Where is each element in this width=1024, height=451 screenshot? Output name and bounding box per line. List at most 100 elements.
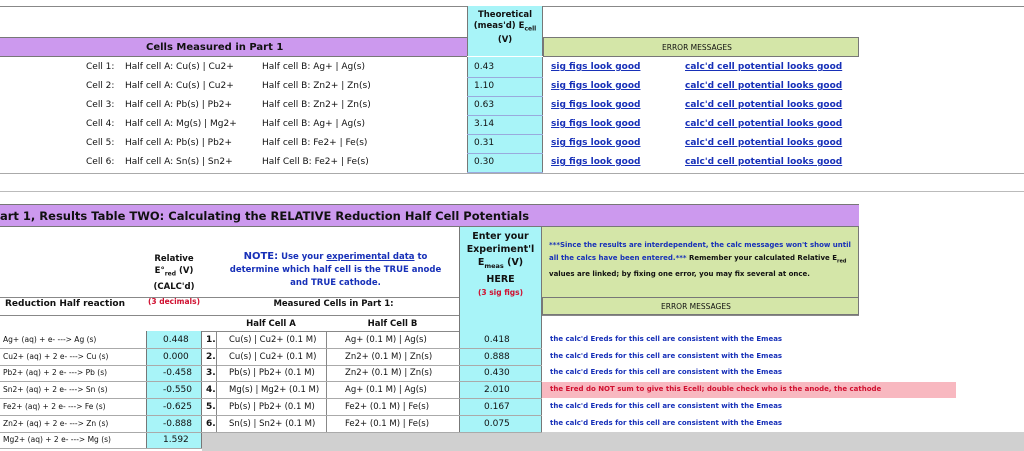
part1-title-bar: Cells Measured in Part 1 <box>0 37 467 57</box>
emeas-value: 0.075 <box>484 419 510 429</box>
cell-number: 6. <box>206 419 216 429</box>
cell-number: 4. <box>206 385 216 395</box>
part2-title: art 1, Results Table TWO: Calculating th… <box>0 209 530 223</box>
part1-error-header: ERROR MESSAGES <box>543 37 859 57</box>
part1-row: Cell 4: Half cell A: Mg(s) | Mg2+ Half cel… <box>0 116 1024 135</box>
cell-potential-message: calc'd cell potential looks good <box>685 157 843 167</box>
cell-half-b: Fe2+ (0.1 M) | Fe(s) <box>345 402 430 412</box>
cell-consistency-message: the calc'd Ereds for this cell are consi… <box>550 352 783 360</box>
relative-e-header: Relative E°red (V) (CALC'd) <box>153 254 195 292</box>
part2-row: Cu2+ (aq) + 2 e- ---> Cu (s) 0.000 2. Cu(s)… <box>0 349 1024 365</box>
theoretical-value: 0.30 <box>474 157 495 167</box>
cell-number: 3. <box>206 368 216 378</box>
relative-e-value: -0.625 <box>163 402 193 412</box>
reduction-header: Reduction Half reaction <box>5 299 125 309</box>
cell-half-b: Zn2+ (0.1 M) | Zn(s) <box>345 352 433 362</box>
theoretical-value: 1.10 <box>474 81 495 91</box>
relative-e-value: -0.888 <box>163 419 193 429</box>
reduction-reaction: Sn2+ (aq) + 2 e- ---> Sn (s) <box>3 385 108 394</box>
sig-figs-message: sig figs look good <box>551 138 641 148</box>
part1-title: Cells Measured in Part 1 <box>146 42 284 53</box>
half-cell-b: Half cell B: Zn2+ | Zn(s) <box>262 100 371 110</box>
sig-figs-message: sig figs look good <box>551 119 641 129</box>
part2-error-header: ERROR MESSAGES <box>542 297 859 315</box>
part1-row: Cell 3: Half cell A: Pb(s) | Pb2+ Half cel… <box>0 97 1024 116</box>
cell-label: Cell 3: <box>86 100 115 110</box>
theoretical-value: 0.63 <box>474 100 495 110</box>
cell-consistency-message: the calc'd Ereds for this cell are consi… <box>550 335 783 343</box>
relative-e-value: 0.000 <box>163 352 189 362</box>
grey-strip <box>202 432 1024 451</box>
theoretical-value: 0.31 <box>474 138 495 148</box>
half-cell-b: Half cell B: Ag+ | Ag(s) <box>262 62 365 72</box>
measured-cells-label: Measured Cells in Part 1: <box>273 299 394 309</box>
cell-half-b: Ag+ (0.1 M) | Ag(s) <box>345 335 427 345</box>
cell-label: Cell 1: <box>86 62 115 72</box>
relative-e-value: 0.448 <box>163 335 189 345</box>
emeas-value: 0.167 <box>484 402 510 412</box>
sig-figs-message: sig figs look good <box>551 81 641 91</box>
half-cell-a: Half cell A: Cu(s) | Cu2+ <box>125 81 234 91</box>
cell-potential-message: calc'd cell potential looks good <box>685 138 843 148</box>
cell-error-message: the Ered do NOT sum to give this Ecell; … <box>550 385 882 393</box>
half-cell-b: Half cell B: Ag+ | Ag(s) <box>262 119 365 129</box>
reduction-reaction: Ag+ (aq) + e- ---> Ag (s) <box>3 335 97 344</box>
half-cell-a: Half cell A: Sn(s) | Sn2+ <box>125 157 233 167</box>
sig-figs-message: sig figs look good <box>551 157 641 167</box>
cell-half-a: Cu(s) | Cu2+ (0.1 M) <box>229 352 317 362</box>
reduction-reaction: Fe2+ (aq) + 2 e- ---> Fe (s) <box>3 402 106 411</box>
relative-e-value: 1.592 <box>163 435 189 445</box>
part1-row: Cell 2: Half cell A: Cu(s) | Cu2+ Half cel… <box>0 78 1024 97</box>
cell-half-a: Pb(s) | Pb2+ (0.1 M) <box>229 402 315 412</box>
emeas-value: 0.888 <box>484 352 510 362</box>
reduction-reaction: Mg2+ (aq) + 2 e- ---> Mg (s) <box>3 435 111 444</box>
theoretical-value: 3.14 <box>474 119 495 129</box>
sig-figs-message: sig figs look good <box>551 62 641 72</box>
part2-title-bar: art 1, Results Table TWO: Calculating th… <box>0 204 859 227</box>
half-cell-a: Half cell A: Cu(s) | Cu2+ <box>125 62 234 72</box>
half-cell-b: Half Cell B: Fe2+ | Fe(s) <box>262 157 369 167</box>
cell-number: 5. <box>206 402 216 412</box>
cell-consistency-message: the calc'd Ereds for this cell are consi… <box>550 402 783 410</box>
sig-figs-message: sig figs look good <box>551 100 641 110</box>
cell-half-a: Mg(s) | Mg2+ (0.1 M) <box>229 385 320 395</box>
cell-potential-message: calc'd cell potential looks good <box>685 62 843 72</box>
info-box: ***Since the results are interdependent,… <box>542 227 859 297</box>
cell-half-b: Ag+ (0.1 M) | Ag(s) <box>345 385 427 395</box>
cell-number: 2. <box>206 352 216 362</box>
cell-label: Cell 5: <box>86 138 115 148</box>
enter-emeas-header: Enter your Experiment'l Emeas (V) HERE (… <box>459 227 542 315</box>
part2-row: Sn2+ (aq) + 2 e- ---> Sn (s) -0.550 4. Mg(s… <box>0 382 1024 398</box>
emeas-value: 2.010 <box>484 385 510 395</box>
cell-label: Cell 6: <box>86 157 115 167</box>
half-cell-b-header: Half Cell B <box>367 319 418 329</box>
cell-label: Cell 4: <box>86 119 115 129</box>
relative-e-value: -0.458 <box>163 368 193 378</box>
part1-row: Cell 5: Half cell A: Pb(s) | Pb2+ Half cel… <box>0 135 1024 154</box>
half-cell-b: Half cell B: Zn2+ | Zn(s) <box>262 81 371 91</box>
reduction-reaction: Pb2+ (aq) + 2 e- ---> Pb (s) <box>3 368 108 377</box>
cell-label: Cell 2: <box>86 81 115 91</box>
cell-half-a: Pb(s) | Pb2+ (0.1 M) <box>229 368 315 378</box>
emeas-value: 0.430 <box>484 368 510 378</box>
cell-half-a: Sn(s) | Sn2+ (0.1 M) <box>229 419 316 429</box>
cell-potential-message: calc'd cell potential looks good <box>685 119 843 129</box>
half-cell-a: Half cell A: Mg(s) | Mg2+ <box>125 119 237 129</box>
theoretical-header: Theoretical (meas'd) Ecell (V) <box>467 6 543 56</box>
part1-row: Cell 6: Half cell A: Sn(s) | Sn2+ Half Cel… <box>0 154 1024 173</box>
part2-row: Mg2+ (aq) + 2 e- ---> Mg (s) 1.592 <box>0 432 1024 448</box>
part1-row: Cell 1: Half cell A: Cu(s) | Cu2+ Half cel… <box>0 59 1024 78</box>
cell-consistency-message: the calc'd Ereds for this cell are consi… <box>550 419 783 427</box>
cell-consistency-message: the calc'd Ereds for this cell are consi… <box>550 368 783 376</box>
reduction-reaction: Zn2+ (aq) + 2 e- ---> Zn (s) <box>3 419 109 428</box>
error-highlight <box>542 382 956 398</box>
cell-potential-message: calc'd cell potential looks good <box>685 81 843 91</box>
reduction-reaction: Cu2+ (aq) + 2 e- ---> Cu (s) <box>3 352 109 361</box>
part2-row: Fe2+ (aq) + 2 e- ---> Fe (s) -0.625 5. Pb(s… <box>0 399 1024 415</box>
decimals-note: (3 decimals) <box>147 297 201 306</box>
relative-e-column <box>146 331 202 448</box>
part2-row: Pb2+ (aq) + 2 e- ---> Pb (s) -0.458 3. Pb(s… <box>0 365 1024 381</box>
cell-potential-message: calc'd cell potential looks good <box>685 100 843 110</box>
half-cell-b: Half cell B: Fe2+ | Fe(s) <box>262 138 368 148</box>
cell-half-b: Zn2+ (0.1 M) | Zn(s) <box>345 368 433 378</box>
